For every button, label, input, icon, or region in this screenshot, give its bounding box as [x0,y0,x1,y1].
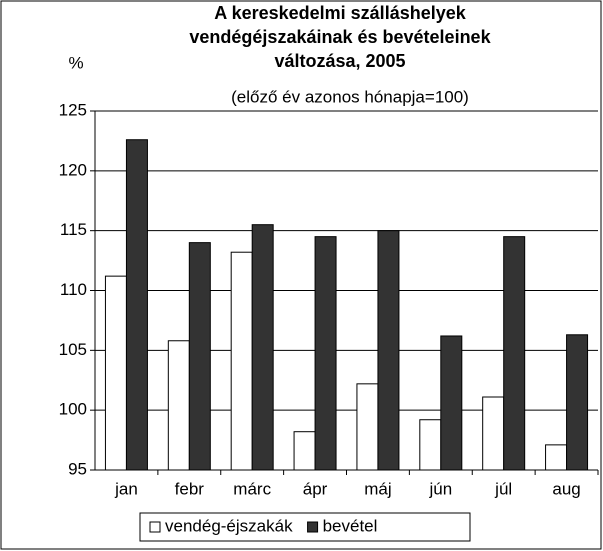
y-tick-label: 115 [60,220,87,239]
bar [482,396,505,471]
bar [566,334,589,471]
bar [419,419,442,471]
y-tick-label: 100 [59,400,87,419]
chart-title: A kereskedelmi szálláshelyek [214,3,466,23]
legend-box [139,512,471,542]
legend-swatch [149,521,161,533]
x-tick-label: aug [552,479,580,498]
x-tick-label: márc [233,479,271,498]
bar [377,230,400,471]
x-tick-label: ápr [303,479,328,498]
bar [230,251,253,471]
y-tick-label: 125 [59,100,87,119]
y-tick-label: 110 [60,280,87,299]
chart-title: vendégéjszakáinak és bevételeinek [189,27,491,47]
bar [314,236,337,471]
bar [293,431,316,471]
bar [104,275,127,471]
x-tick-label: máj [364,479,391,498]
subtitle: (előző év azonos hónapja=100) [231,87,469,106]
legend-swatch [307,521,319,533]
bar [440,335,463,471]
legend-label: bevétel [323,516,378,535]
y-tick-label: 95 [68,459,87,478]
bar [188,242,211,471]
chart-title: változása, 2005 [274,51,405,71]
x-tick-label: jún [428,479,452,498]
bar [545,444,568,471]
legend-label: vendég-éjszakák [165,516,293,535]
bar [167,340,190,471]
bar [251,224,274,471]
y-axis-label: % [68,53,83,72]
bar [356,383,379,471]
x-tick-label: jan [114,479,138,498]
bar [125,139,148,471]
x-tick-label: júl [494,479,512,498]
x-tick-label: febr [175,479,205,498]
bar [503,236,526,471]
y-tick-label: 120 [59,160,87,179]
y-tick-label: 105 [59,340,87,359]
